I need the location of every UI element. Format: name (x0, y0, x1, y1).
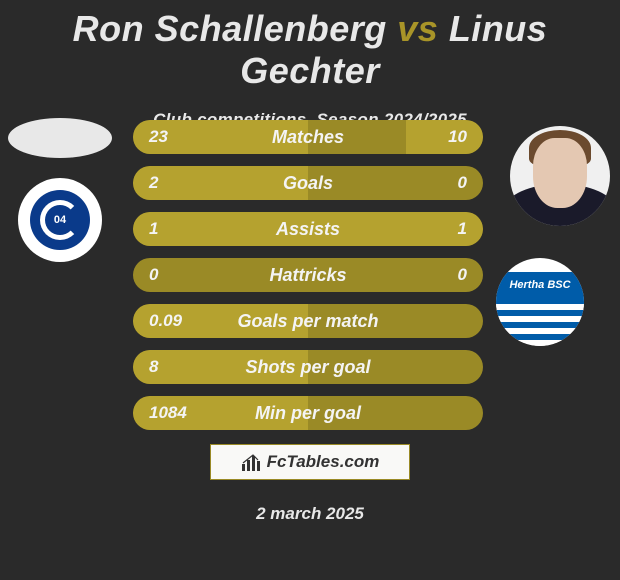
player1-club-badge: 04 (18, 178, 102, 262)
stat-row: 8Shots per goal (133, 350, 483, 384)
player1-name: Ron Schallenberg (73, 8, 387, 49)
stat-row: 23Matches10 (133, 120, 483, 154)
stat-label: Hattricks (203, 265, 413, 286)
stat-right-value: 1 (413, 219, 483, 239)
stat-right-value: 0 (413, 265, 483, 285)
stat-left-value: 1084 (133, 403, 203, 423)
stat-right-value: 10 (413, 127, 483, 147)
hertha-stripes-icon (496, 298, 584, 346)
stat-label: Goals (203, 173, 413, 194)
branding-text: FcTables.com (267, 452, 380, 472)
stat-label: Shots per goal (203, 357, 413, 378)
branding-box: FcTables.com (210, 444, 410, 480)
stat-right-value: 0 (413, 173, 483, 193)
stat-row: 1Assists1 (133, 212, 483, 246)
stat-left-value: 23 (133, 127, 203, 147)
date-label: 2 march 2025 (0, 504, 620, 524)
stat-left-value: 1 (133, 219, 203, 239)
hertha-text: Hertha BSC (509, 279, 570, 291)
stat-left-value: 8 (133, 357, 203, 377)
fctables-chart-icon (241, 452, 261, 472)
stat-left-value: 0 (133, 265, 203, 285)
stat-left-value: 0.09 (133, 311, 203, 331)
vs-label: vs (397, 8, 438, 49)
stat-left-value: 2 (133, 173, 203, 193)
hertha-flag: Hertha BSC (496, 272, 584, 298)
photo-face (533, 138, 587, 208)
schalke-badge-inner: 04 (30, 190, 90, 250)
player1-photo (8, 118, 112, 158)
stat-label: Matches (203, 127, 413, 148)
stat-label: Min per goal (203, 403, 413, 424)
comparison-title: Ron Schallenberg vs Linus Gechter (0, 0, 620, 92)
schalke-04-text: 04 (54, 214, 66, 226)
player2-photo (510, 126, 610, 226)
stat-row: 0.09Goals per match (133, 304, 483, 338)
stat-label: Assists (203, 219, 413, 240)
stat-label: Goals per match (203, 311, 413, 332)
stats-container: 23Matches102Goals01Assists10Hattricks00.… (133, 120, 483, 442)
player2-club-badge: Hertha BSC (496, 258, 584, 346)
stat-row: 1084Min per goal (133, 396, 483, 430)
stat-row: 2Goals0 (133, 166, 483, 200)
stat-row: 0Hattricks0 (133, 258, 483, 292)
